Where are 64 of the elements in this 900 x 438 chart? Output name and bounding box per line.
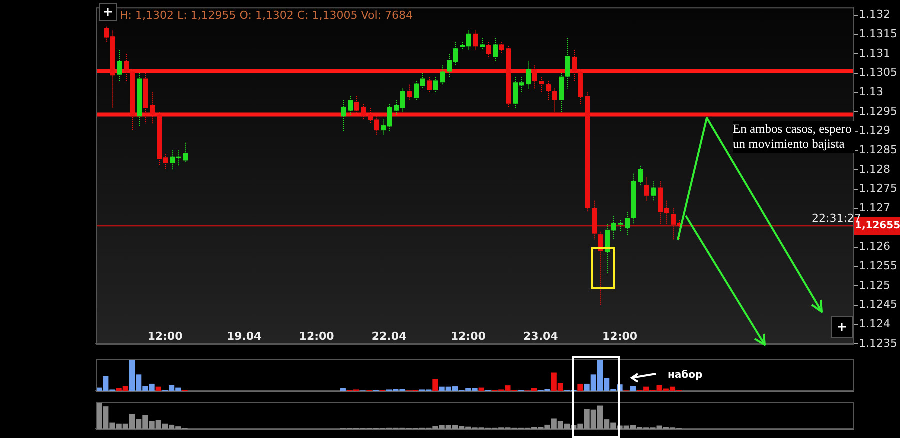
- ref-line-label: 1,12655: [855, 220, 900, 232]
- candlestick: [427, 76, 432, 94]
- x-tick-label: 12:00: [450, 330, 486, 343]
- x-tick-label: 12:00: [299, 330, 335, 343]
- candlestick: [572, 50, 577, 82]
- candlestick: [473, 30, 478, 51]
- x-tick-label: 19.04: [226, 330, 262, 343]
- candlestick: [486, 42, 491, 58]
- bar: [578, 384, 584, 391]
- candlestick: [361, 104, 366, 120]
- candlestick: [618, 220, 623, 232]
- candlestick: [526, 61, 531, 90]
- candlestick: [644, 177, 649, 202]
- y-tick-label: 1.124: [859, 318, 890, 331]
- annotation: En ambos casos, espero un movimiento bajista: [733, 121, 855, 153]
- candlestick: [117, 50, 122, 82]
- candlestick: [651, 181, 656, 202]
- y-tick-label: 1.1305: [859, 66, 898, 80]
- y-tick-label: 1.128: [859, 162, 890, 176]
- x-tick-label: 12:00: [148, 330, 184, 343]
- candlestick: [480, 38, 485, 51]
- x-tick-label: 22.04: [372, 330, 408, 343]
- y-tick-label: 1.1315: [859, 28, 898, 41]
- bar: [340, 388, 346, 391]
- candlestick: [183, 142, 188, 163]
- y-tick-label: 1.1235: [859, 336, 898, 350]
- y-tick-label: 1.132: [859, 8, 890, 22]
- x-tick-label: 23.04: [524, 330, 559, 343]
- y-tick-label: 1.127: [859, 202, 890, 215]
- y-tick-label: 1.1245: [859, 298, 898, 312]
- candlestick: [440, 65, 445, 86]
- annotation: набор: [668, 370, 703, 381]
- bar: [432, 379, 438, 391]
- y-tick-label: 1.1255: [859, 260, 898, 273]
- candlestick: [546, 80, 551, 101]
- candlestick: [354, 96, 359, 116]
- candlestick: [348, 96, 353, 116]
- candlestick: [532, 65, 537, 90]
- candlestick: [407, 84, 412, 101]
- bar: [630, 386, 636, 391]
- candlestick: [433, 76, 438, 94]
- x-tick-label: 12:00: [602, 330, 638, 343]
- candlestick: [150, 92, 155, 124]
- annotation: H: 1,1302 L: 1,12955 O: 1,1302 C: 1,13005 Vol: 7684: [120, 9, 413, 22]
- y-tick-label: 1.13: [859, 86, 884, 99]
- candlestick: [559, 72, 564, 112]
- y-tick-label: 1.1275: [859, 182, 898, 196]
- y-tick-label: 1.125: [859, 278, 890, 292]
- candlestick: [625, 212, 630, 236]
- y-tick-label: 1.126: [859, 240, 890, 254]
- candlestick: [499, 42, 504, 54]
- candlestick: [552, 88, 557, 112]
- bar: [156, 386, 162, 391]
- y-tick-label: 1.1285: [859, 144, 898, 157]
- bar: [478, 388, 484, 391]
- candlestick: [565, 38, 570, 90]
- candlestick: [638, 166, 643, 186]
- y-tick-label: 1.1295: [859, 104, 898, 118]
- candlestick: [124, 54, 129, 82]
- candlestick: [341, 100, 346, 132]
- candlestick: [539, 76, 544, 94]
- y-tick-label: 1.129: [859, 124, 890, 138]
- y-tick-label: 1.131: [859, 46, 890, 60]
- candlestick: [493, 38, 498, 62]
